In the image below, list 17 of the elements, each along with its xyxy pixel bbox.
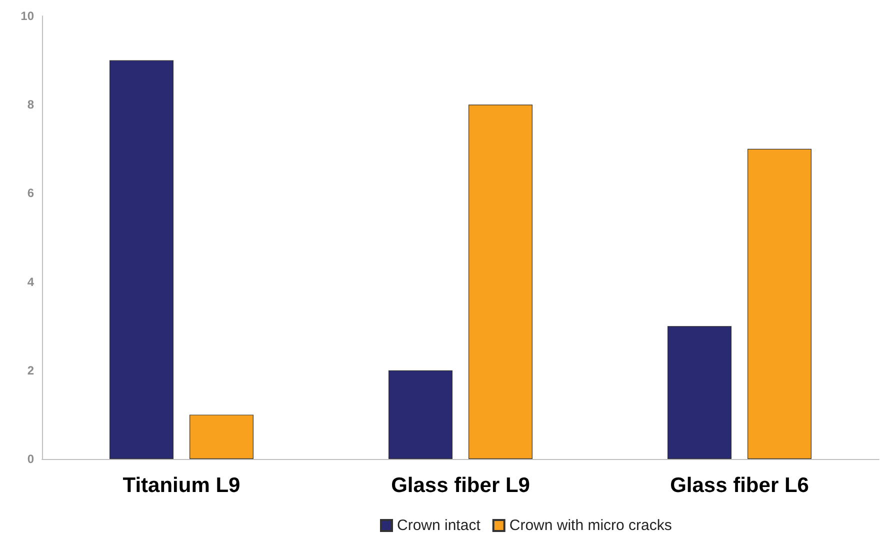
legend-label: Crown intact — [397, 517, 482, 534]
y-tick-label: 10 — [20, 9, 34, 23]
bar — [110, 60, 174, 459]
bar — [668, 326, 732, 459]
bar — [190, 414, 254, 459]
bar — [468, 104, 532, 459]
y-tick-label: 0 — [27, 452, 34, 466]
y-tick-label: 6 — [27, 186, 34, 200]
bar — [388, 370, 452, 459]
y-tick-label: 8 — [27, 98, 34, 112]
bar — [748, 148, 812, 459]
y-tick-label: 4 — [27, 274, 34, 289]
x-tick-label: Titanium L9 — [122, 474, 240, 497]
x-tick-label: Glass fiber L9 — [391, 474, 530, 497]
x-tick-label: Glass fiber L6 — [670, 474, 809, 497]
legend-label: Crown with micro cracks — [509, 517, 672, 534]
y-tick-label: 2 — [27, 363, 34, 378]
